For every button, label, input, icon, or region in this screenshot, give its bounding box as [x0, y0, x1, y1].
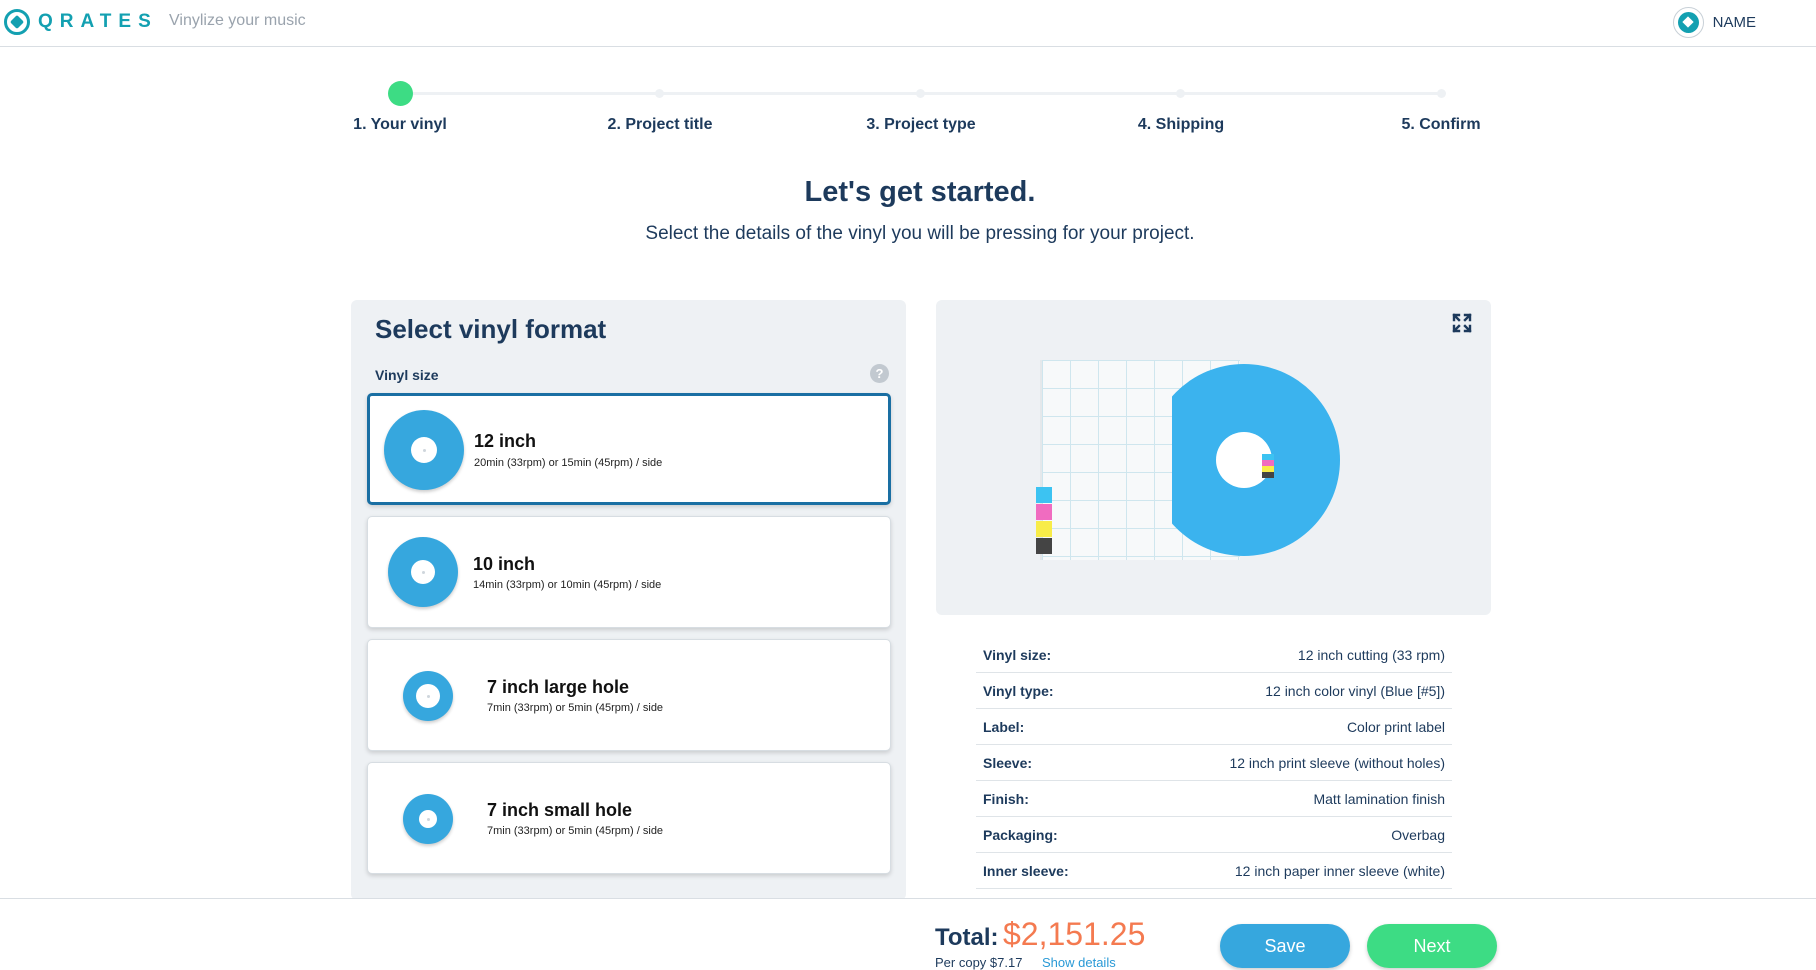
vinyl-disc-icon — [384, 410, 464, 490]
vinyl-record-image — [1148, 364, 1340, 556]
user-menu[interactable]: NAME — [1672, 7, 1756, 38]
spec-value: 12 inch color vinyl (Blue [#5]) — [1265, 682, 1445, 699]
option-title: 12 inch — [474, 431, 537, 451]
spec-value: 12 inch cutting (33 rpm) — [1297, 646, 1445, 663]
spec-row-vinyl-type: Vinyl type: 12 inch color vinyl (Blue [#5… — [976, 673, 1452, 709]
footer-bar: Total: $2,151.25 Per copy $7.17 Show det… — [0, 898, 1816, 970]
vinyl-size-label: Vinyl size — [375, 367, 439, 383]
vinyl-disc-icon — [403, 671, 453, 721]
spec-key: Inner sleeve: — [983, 862, 1069, 879]
sleeve-front — [1040, 360, 1172, 560]
spec-row-packaging: Packaging: Overbag — [976, 817, 1452, 853]
user-name[interactable]: NAME — [1712, 14, 1756, 31]
option-desc: 20min (33rpm) or 15min (45rpm) / side — [474, 457, 663, 469]
spec-value: 12 inch paper inner sleeve (white) — [1234, 862, 1445, 879]
spec-table: Vinyl size: 12 inch cutting (33 rpm) Viny… — [976, 637, 1452, 889]
save-button[interactable]: Save — [1220, 924, 1350, 968]
disc-hole — [411, 560, 435, 584]
total-label: Total: — [935, 924, 999, 951]
tagline: Vinylize your music — [169, 12, 306, 29]
spec-key: Finish: — [983, 790, 1029, 807]
step-label-confirm[interactable]: 5. Confirm — [1401, 116, 1481, 133]
vinyl-disc-icon — [403, 794, 453, 844]
label-cmyk-mark — [1262, 460, 1274, 466]
option-title: 7 inch large hole — [487, 677, 630, 697]
option-10-inch[interactable]: 10 inch 14min (33rpm) or 10min (45rpm) /… — [367, 516, 891, 628]
label-cmyk-mark — [1262, 466, 1274, 472]
expand-icon[interactable] — [1451, 312, 1473, 334]
format-title: Select vinyl format — [375, 314, 607, 344]
option-7-inch-large-hole[interactable]: 7 inch large hole 7min (33rpm) or 5min (… — [367, 639, 891, 751]
option-7-inch-small-hole[interactable]: 7 inch small hole 7min (33rpm) or 5min (… — [367, 762, 891, 874]
vinyl-format-panel: Select vinyl format Vinyl size ? 12 inch… — [351, 300, 906, 900]
option-title: 7 inch small hole — [487, 800, 633, 820]
cmyk-yellow-swatch — [1036, 521, 1052, 537]
page-title: Let's get started. — [804, 176, 1036, 208]
label-cmyk-mark — [1262, 472, 1274, 478]
avatar-icon — [1677, 12, 1699, 33]
spec-row-vinyl-size: Vinyl size: 12 inch cutting (33 rpm) — [976, 637, 1452, 673]
spec-key: Sleeve: — [983, 754, 1033, 771]
option-12-inch[interactable]: 12 inch 20min (33rpm) or 15min (45rpm) /… — [367, 393, 891, 505]
cmyk-cyan-swatch — [1036, 487, 1052, 503]
total-price: $2,151.25 — [1003, 916, 1146, 952]
step-dot-4 — [1176, 89, 1185, 98]
step-dot-2 — [655, 89, 664, 98]
cmyk-black-swatch — [1036, 538, 1052, 554]
vinyl-preview — [936, 300, 1491, 615]
help-icon[interactable]: ? — [870, 364, 889, 383]
top-header: QRATES Vinylize your music NAME — [0, 0, 1816, 47]
spec-key: Vinyl size: — [983, 646, 1052, 663]
page-subtitle: Select the details of the vinyl you will… — [645, 223, 1195, 244]
vinyl-disc-icon — [388, 537, 458, 607]
cmyk-magenta-swatch — [1036, 504, 1052, 520]
per-copy-price: Per copy $7.17 — [935, 955, 1023, 970]
spec-value: Matt lamination finish — [1313, 790, 1445, 807]
step-label-your-vinyl[interactable]: 1. Your vinyl — [353, 116, 447, 133]
step-label-shipping[interactable]: 4. Shipping — [1137, 116, 1225, 133]
show-details-link[interactable]: Show details — [1042, 955, 1116, 970]
spec-row-inner-sleeve: Inner sleeve: 12 inch paper inner sleeve … — [976, 853, 1452, 889]
logo-text: QRATES — [38, 11, 158, 32]
next-button[interactable]: Next — [1367, 924, 1497, 968]
step-dot-3 — [916, 89, 925, 98]
disc-hole — [419, 810, 437, 828]
spec-row-label: Label: Color print label — [976, 709, 1452, 745]
option-desc: 14min (33rpm) or 10min (45rpm) / side — [473, 579, 662, 591]
option-desc: 7min (33rpm) or 5min (45rpm) / side — [487, 702, 664, 714]
step-label-project-type[interactable]: 3. Project type — [866, 116, 976, 133]
avatar[interactable] — [1672, 7, 1704, 38]
spec-row-sleeve: Sleeve: 12 inch print sleeve (without hol… — [976, 745, 1452, 781]
spec-value: 12 inch print sleeve (without holes) — [1229, 754, 1445, 771]
spec-key: Packaging: — [983, 826, 1058, 843]
logo-icon — [4, 9, 30, 35]
step-dot-5 — [1437, 89, 1446, 98]
spec-key: Label: — [983, 718, 1025, 735]
spec-value: Color print label — [1346, 718, 1445, 735]
option-desc: 7min (33rpm) or 5min (45rpm) / side — [487, 825, 664, 837]
spec-key: Vinyl type: — [983, 682, 1054, 699]
step-dot-1 — [388, 81, 413, 106]
qrates-logo[interactable]: QRATES — [4, 9, 158, 35]
disc-hole — [416, 684, 440, 708]
step-label-project-title[interactable]: 2. Project title — [607, 116, 713, 133]
label-cmyk-mark — [1262, 454, 1274, 460]
option-title: 10 inch — [473, 554, 536, 574]
spec-row-finish: Finish: Matt lamination finish — [976, 781, 1452, 817]
spec-value: Overbag — [1391, 826, 1445, 843]
disc-hole — [411, 437, 437, 463]
